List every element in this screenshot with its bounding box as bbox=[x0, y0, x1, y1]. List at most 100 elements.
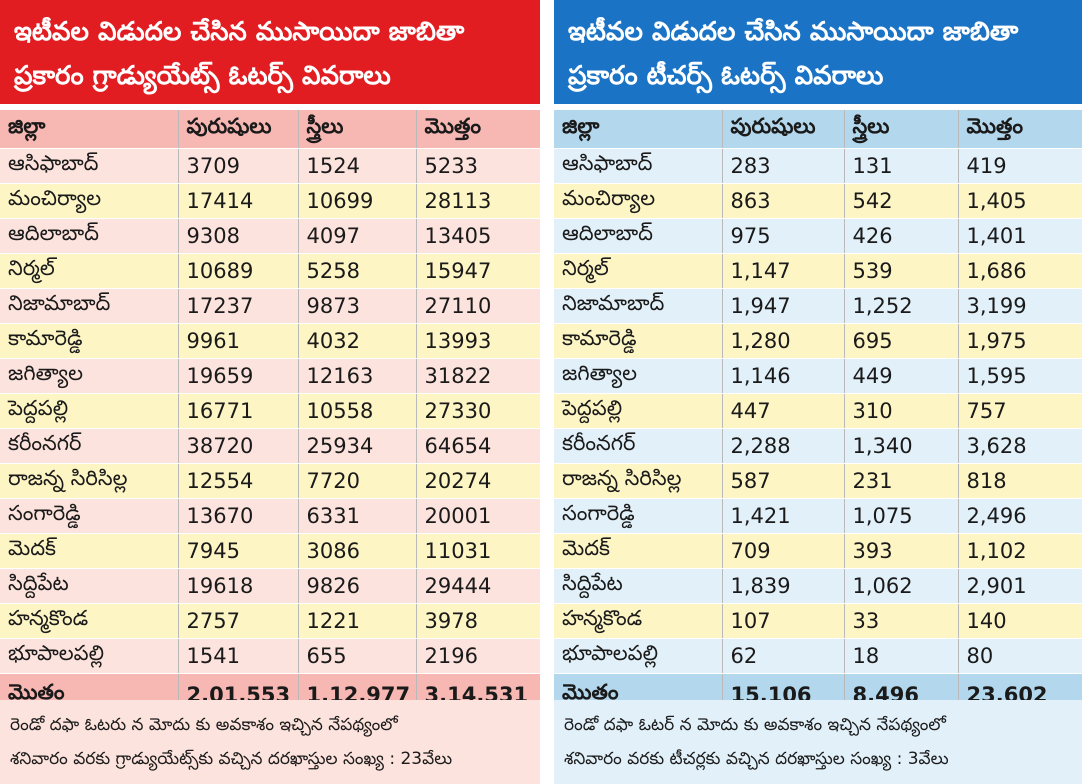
table-row: కరీంనగర్ 38720 25934 64654 bbox=[0, 428, 540, 464]
cell-district: రాజన్న సిరిసిల్ల bbox=[0, 463, 179, 499]
title-line-2: ప్రకారం గ్రాడ్యుయేట్స్ ఓటర్స్ వివరాలు bbox=[14, 61, 391, 91]
cell-district: కరీంనగర్ bbox=[0, 428, 179, 464]
column-header-women: స్త్రీలు bbox=[844, 110, 959, 149]
cell-men: 38720 bbox=[178, 428, 299, 464]
cell-women: 33 bbox=[844, 603, 959, 639]
cell-district: ఆదిలాబాద్ bbox=[0, 218, 179, 254]
cell-total: 1,686 bbox=[958, 253, 1082, 289]
table-row: నిజామాబాద్ 1,947 1,252 3,199 bbox=[554, 288, 1082, 324]
cell-women: 5258 bbox=[298, 253, 417, 289]
table-row: సంగారెడ్డి 1,421 1,075 2,496 bbox=[554, 498, 1082, 534]
cell-district: పెద్దపల్లి bbox=[554, 393, 723, 429]
table-row: రాజన్న సిరిసిల్ల 587 231 818 bbox=[554, 463, 1082, 499]
cell-men: 12554 bbox=[178, 463, 299, 499]
cell-total: 757 bbox=[958, 393, 1082, 429]
cell-women: 310 bbox=[844, 393, 959, 429]
table-row: సిద్దిపేట 19618 9826 29444 bbox=[0, 568, 540, 604]
cell-total: 140 bbox=[958, 603, 1082, 639]
cell-total: 80 bbox=[958, 638, 1082, 674]
cell-total: 1,975 bbox=[958, 323, 1082, 359]
note-line-1: రెండో దఫా ఓటర్ న మోదు కు అవకాశం ఇచ్చిన న… bbox=[564, 715, 946, 735]
cell-total: 13993 bbox=[416, 323, 540, 359]
graduate-voters-table: జిల్లా పురుషులు స్త్రీలు మొత్తం ఆసిఫాబాద్ 37… bbox=[0, 110, 540, 717]
table-row: ఆదిలాబాద్ 9308 4097 13405 bbox=[0, 218, 540, 254]
cell-women: 539 bbox=[844, 253, 959, 289]
cell-men: 107 bbox=[722, 603, 845, 639]
cell-men: 1,421 bbox=[722, 498, 845, 534]
table-body: ఆసిఫాబాద్ 283 131 419 మంచిర్యాల 863 542 1,405 ఆద… bbox=[554, 148, 1082, 717]
cell-district: సంగారెడ్డి bbox=[554, 498, 723, 534]
cell-men: 16771 bbox=[178, 393, 299, 429]
cell-total: 15947 bbox=[416, 253, 540, 289]
cell-women: 449 bbox=[844, 358, 959, 394]
graduate-applications-note: రెండో దఫా ఓటరు న మోదు కు అవకాశం ఇచ్చిన న… bbox=[0, 700, 540, 784]
cell-total: 13405 bbox=[416, 218, 540, 254]
column-header-men: పురుషులు bbox=[722, 110, 845, 149]
cell-men: 1,947 bbox=[722, 288, 845, 324]
cell-men: 62 bbox=[722, 638, 845, 674]
cell-women: 1524 bbox=[298, 148, 417, 184]
title-line-1: ఇటీవల విడుదల చేసిన ముసాయిదా జాబితా bbox=[568, 17, 1019, 47]
cell-total: 5233 bbox=[416, 148, 540, 184]
table-row: జగిత్యాల 1,146 449 1,595 bbox=[554, 358, 1082, 394]
cell-men: 283 bbox=[722, 148, 845, 184]
cell-women: 695 bbox=[844, 323, 959, 359]
cell-women: 18 bbox=[844, 638, 959, 674]
cell-district: నిజామాబాద్ bbox=[0, 288, 179, 324]
cell-men: 447 bbox=[722, 393, 845, 429]
graduate-voters-panel: ఇటీవల విడుదల చేసిన ముసాయిదా జాబితా ప్రకా… bbox=[0, 0, 540, 784]
cell-women: 9873 bbox=[298, 288, 417, 324]
cell-men: 1,147 bbox=[722, 253, 845, 289]
cell-women: 426 bbox=[844, 218, 959, 254]
graduate-voters-title: ఇటీవల విడుదల చేసిన ముసాయిదా జాబితా ప్రకా… bbox=[0, 0, 540, 104]
cell-total: 11031 bbox=[416, 533, 540, 569]
table-header-row: జిల్లా పురుషులు స్త్రీలు మొత్తం bbox=[0, 110, 540, 149]
table-row: జగిత్యాల 19659 12163 31822 bbox=[0, 358, 540, 394]
cell-total: 20001 bbox=[416, 498, 540, 534]
cell-women: 1,340 bbox=[844, 428, 959, 464]
cell-women: 542 bbox=[844, 183, 959, 219]
note-line-2: శనివారం వరకు టీచర్లకు వచ్చిన దరఖాస్తుల స… bbox=[564, 749, 949, 769]
cell-total: 27330 bbox=[416, 393, 540, 429]
table-header-row: జిల్లా పురుషులు స్త్రీలు మొత్తం bbox=[554, 110, 1082, 149]
cell-women: 231 bbox=[844, 463, 959, 499]
cell-total: 31822 bbox=[416, 358, 540, 394]
cell-women: 7720 bbox=[298, 463, 417, 499]
column-header-district: జిల్లా bbox=[554, 110, 723, 149]
cell-total: 818 bbox=[958, 463, 1082, 499]
cell-district: సిద్దిపేట bbox=[0, 568, 179, 604]
cell-men: 9308 bbox=[178, 218, 299, 254]
cell-district: ఆసిఫాబాద్ bbox=[0, 148, 179, 184]
cell-men: 587 bbox=[722, 463, 845, 499]
table-row: మంచిర్యాల 17414 10699 28113 bbox=[0, 183, 540, 219]
cell-total: 3,199 bbox=[958, 288, 1082, 324]
table-row: ఆసిఫాబాద్ 283 131 419 bbox=[554, 148, 1082, 184]
cell-men: 10689 bbox=[178, 253, 299, 289]
cell-district: సంగారెడ్డి bbox=[0, 498, 179, 534]
table-row: నిజామాబాద్ 17237 9873 27110 bbox=[0, 288, 540, 324]
table-row: సంగారెడ్డి 13670 6331 20001 bbox=[0, 498, 540, 534]
teacher-voters-panel: ఇటీవల విడుదల చేసిన ముసాయిదా జాబితా ప్రకా… bbox=[554, 0, 1082, 784]
cell-total: 3978 bbox=[416, 603, 540, 639]
table-body: ఆసిఫాబాద్ 3709 1524 5233 మంచిర్యాల 17414 10699… bbox=[0, 148, 540, 717]
note-line-2: శనివారం వరకు గ్రాడ్యుయేట్స్‌కు వచ్చిన దర… bbox=[10, 749, 453, 769]
cell-men: 17237 bbox=[178, 288, 299, 324]
cell-men: 1,280 bbox=[722, 323, 845, 359]
cell-men: 863 bbox=[722, 183, 845, 219]
cell-district: మంచిర్యాల bbox=[0, 183, 179, 219]
cell-women: 1,252 bbox=[844, 288, 959, 324]
cell-district: నిర్మల్ bbox=[554, 253, 723, 289]
cell-district: భూపాలపల్లి bbox=[0, 638, 179, 674]
cell-district: భూపాలపల్లి bbox=[554, 638, 723, 674]
cell-district: సిద్దిపేట bbox=[554, 568, 723, 604]
cell-men: 1,146 bbox=[722, 358, 845, 394]
column-header-total: మొత్తం bbox=[958, 110, 1082, 149]
note-line-1: రెండో దఫా ఓటరు న మోదు కు అవకాశం ఇచ్చిన న… bbox=[10, 715, 398, 735]
cell-total: 2,901 bbox=[958, 568, 1082, 604]
column-header-men: పురుషులు bbox=[178, 110, 299, 149]
cell-women: 3086 bbox=[298, 533, 417, 569]
cell-district: నిజామాబాద్ bbox=[554, 288, 723, 324]
cell-women: 25934 bbox=[298, 428, 417, 464]
cell-district: మెదక్ bbox=[0, 533, 179, 569]
cell-total: 64654 bbox=[416, 428, 540, 464]
